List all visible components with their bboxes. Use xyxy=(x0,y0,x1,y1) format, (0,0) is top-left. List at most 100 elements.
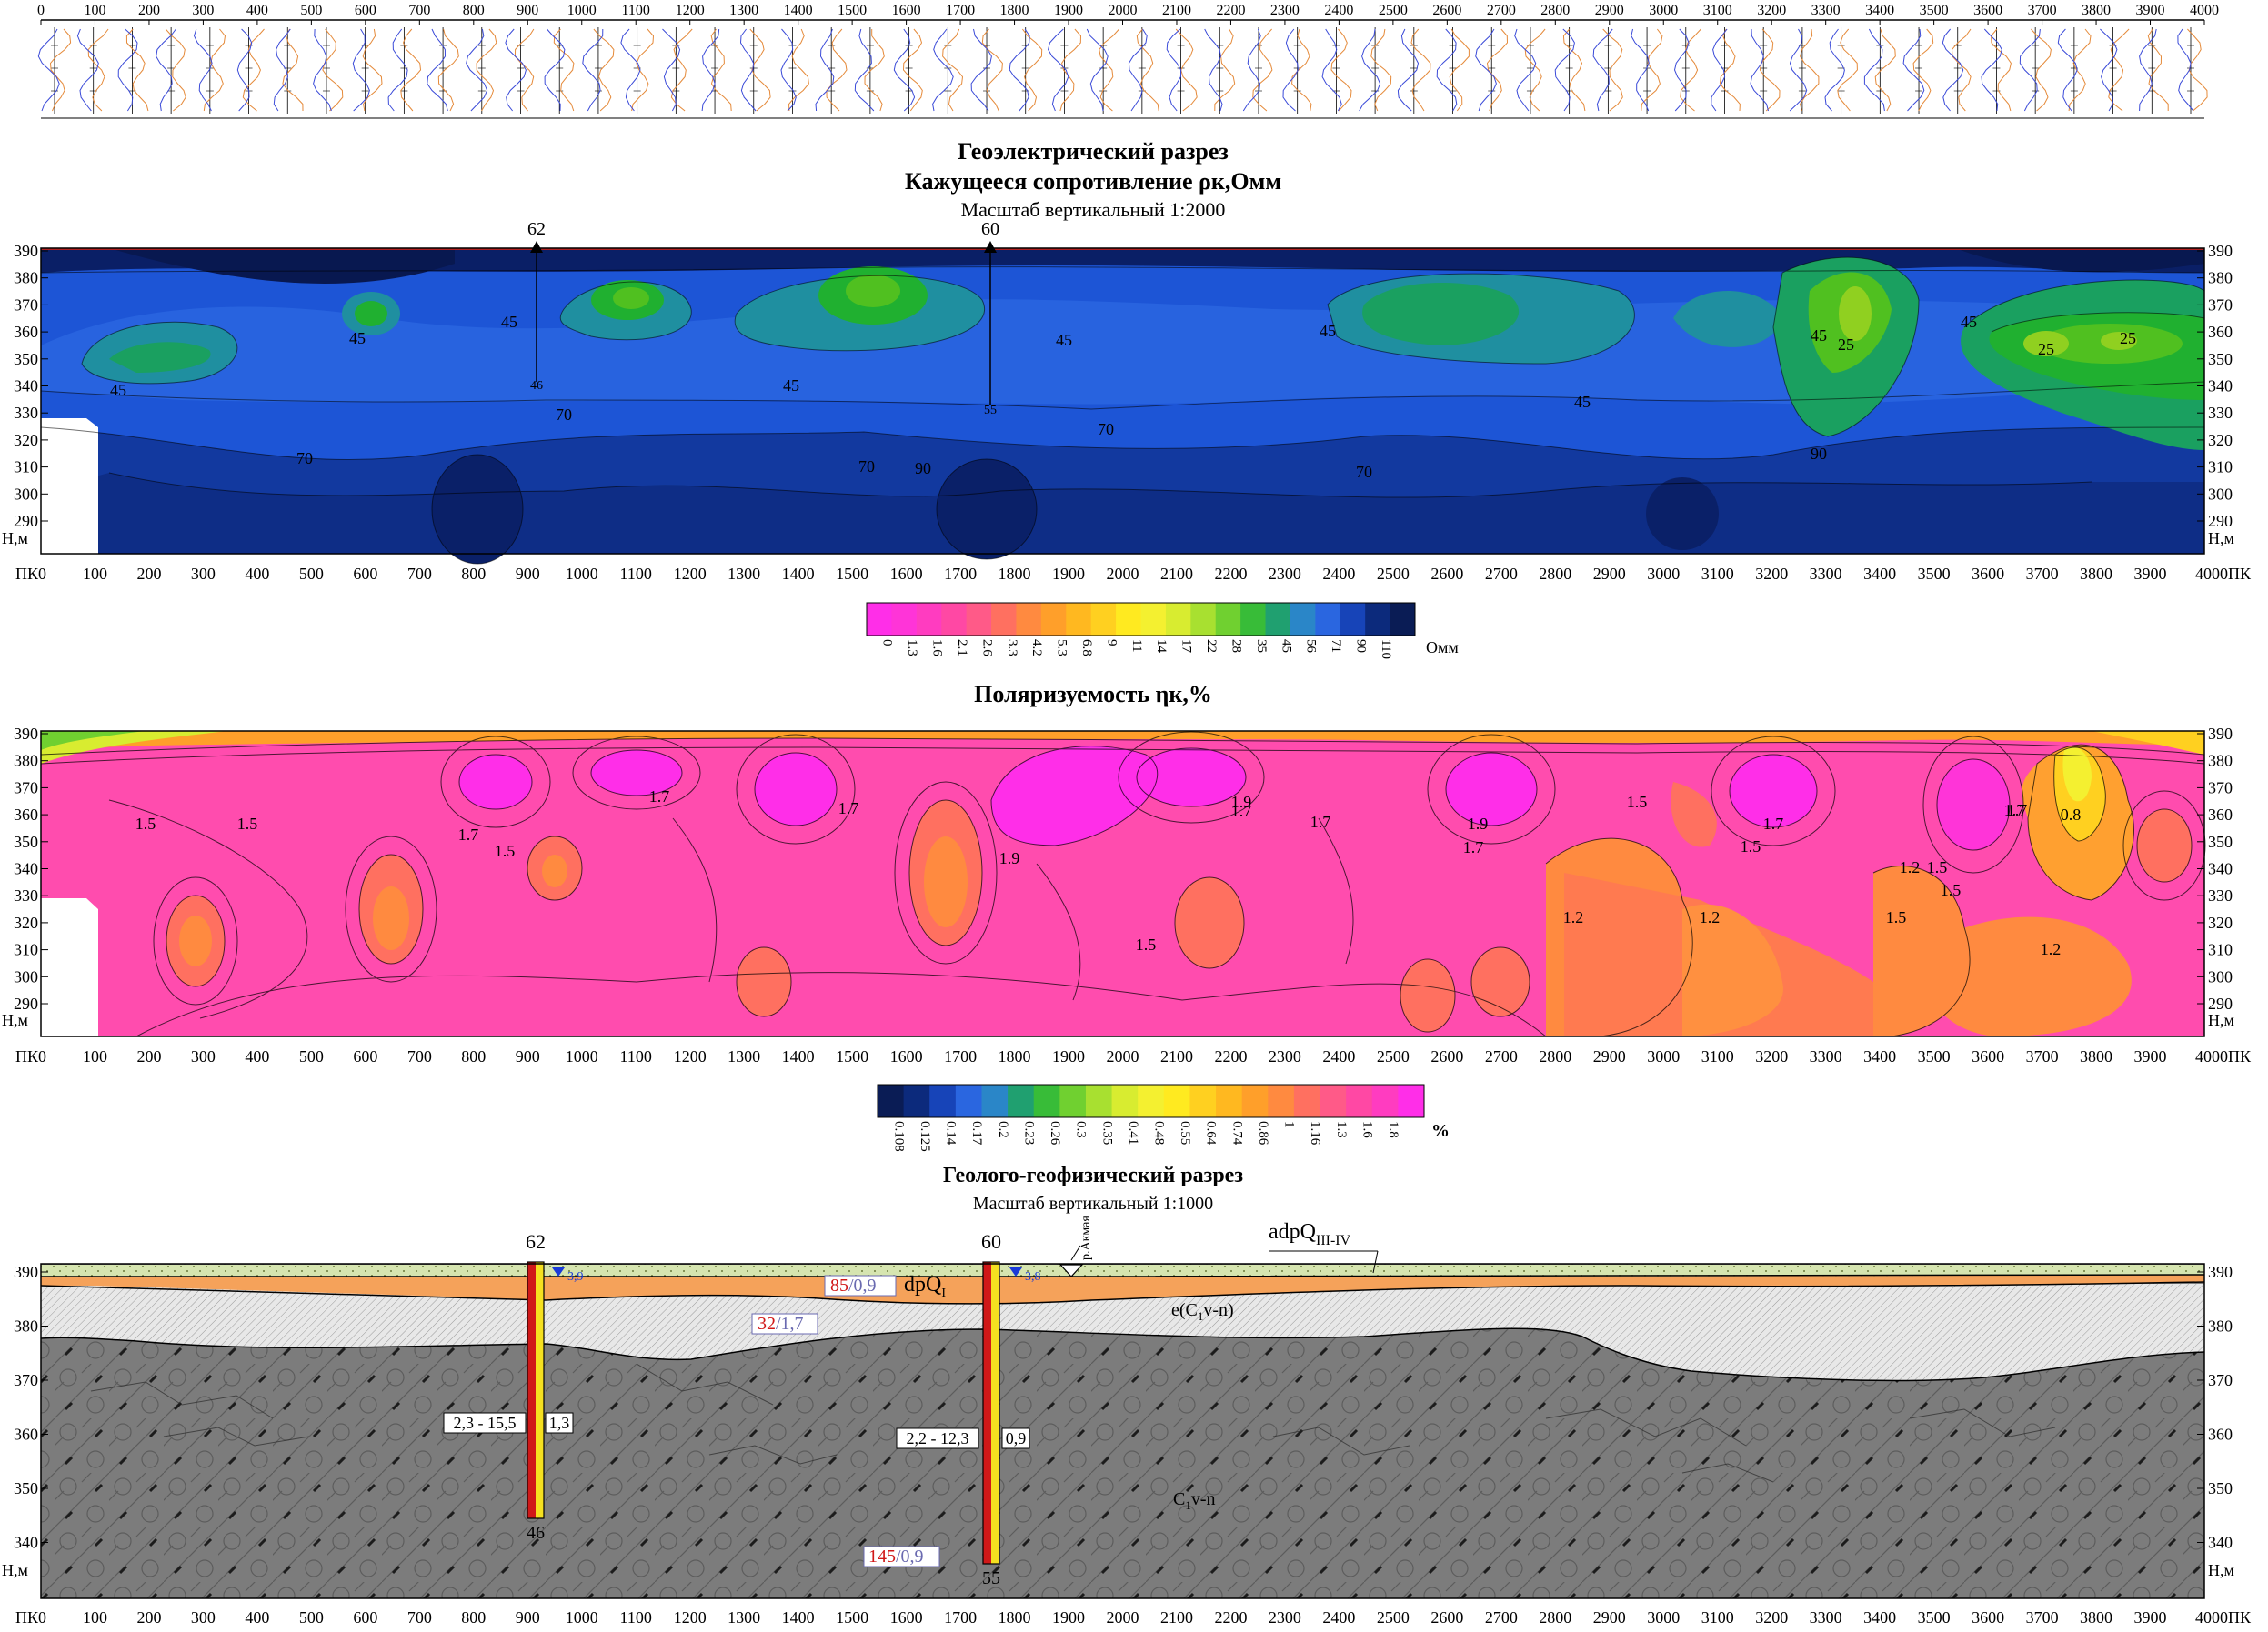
pol-contour-label: 1.5 xyxy=(1941,881,1962,899)
pol-contour-label: 1.2 xyxy=(1900,858,1921,876)
res-legend-value: 2.6 xyxy=(979,639,994,656)
pk-axis-label: 2600 xyxy=(1430,565,1463,583)
pol-contour-label: 1.5 xyxy=(1627,793,1648,811)
pk-axis-label: 2300 xyxy=(1269,1608,1301,1627)
h-axis-label-right: 350 xyxy=(2208,833,2233,851)
pk-axis-label: 3800 xyxy=(2080,1047,2112,1066)
pol-legend-swatch xyxy=(1085,1085,1113,1117)
top-tick-label: 700 xyxy=(408,3,430,18)
pol-legend-value: 0.108 xyxy=(891,1121,906,1152)
top-tick-label: 3900 xyxy=(2136,3,2165,18)
geo-well-60-bottom: 55 xyxy=(982,1568,1000,1588)
res-legend-swatch xyxy=(1290,603,1316,636)
top-tick-label: 1500 xyxy=(838,3,867,18)
pk-axis-label: 4000ПК xyxy=(2195,1608,2252,1627)
pk-axis-label: 1200 xyxy=(674,565,707,583)
pk-axis-label: 3700 xyxy=(2026,1608,2059,1627)
top-tick-label: 1000 xyxy=(567,3,597,18)
h-axis-label-right: 390 xyxy=(2208,1263,2233,1281)
res-legend-value: 28 xyxy=(1229,639,1243,653)
h-axis-label-left: 390 xyxy=(14,242,38,260)
pol-contour-label: 1.5 xyxy=(135,815,156,833)
geology-section: р.Акмая adpQIII-IV 62 46 3,9 60 55 3,8 8… xyxy=(40,1216,2205,1599)
pol-contour-label: 1.2 xyxy=(1563,908,1584,926)
h-axis-label-right: 360 xyxy=(2208,1426,2233,1444)
pk-axis-label: 3900 xyxy=(2134,565,2167,583)
res-legend-value: 35 xyxy=(1254,639,1269,653)
pk-axis-label: 900 xyxy=(516,1047,540,1066)
pk-axis-label: 600 xyxy=(353,565,377,583)
top-tick-label: 300 xyxy=(192,3,214,18)
pk-axis-label: 2600 xyxy=(1430,1608,1463,1627)
top-tick-label: 1700 xyxy=(946,3,975,18)
res-legend-swatch xyxy=(1016,603,1042,636)
pk-axis-label: 3200 xyxy=(1755,1047,1788,1066)
pk-axis-label: 1600 xyxy=(890,1047,923,1066)
pol-legend-swatch xyxy=(955,1085,982,1117)
well-62-value-box: 1,3 xyxy=(545,1412,574,1434)
pol-legend-unit: % xyxy=(1431,1121,1450,1141)
res-legend-swatch xyxy=(867,603,892,636)
top-tick-label: 100 xyxy=(84,3,105,18)
h-axis-label-left: 340 xyxy=(14,377,38,395)
pk-axis-label: 2900 xyxy=(1593,565,1626,583)
svg-text:2,3 - 15,5: 2,3 - 15,5 xyxy=(454,1414,517,1432)
res-legend-swatch xyxy=(1116,603,1141,636)
top-tick-label: 2700 xyxy=(1487,3,1516,18)
pk-axis-label: 800 xyxy=(461,565,486,583)
pol-legend-swatch xyxy=(929,1085,957,1117)
pk-axis-label: 1400 xyxy=(782,1047,815,1066)
top-tick-label: 1800 xyxy=(1000,3,1029,18)
h-axis-label-left: 310 xyxy=(14,458,38,476)
pk-axis-label: 3400 xyxy=(1863,565,1896,583)
top-tick-label: 2600 xyxy=(1432,3,1461,18)
top-tick-label: 3500 xyxy=(1920,3,1949,18)
res-legend-swatch xyxy=(1190,603,1217,636)
pk-axis-label: 3600 xyxy=(1972,1047,2004,1066)
adpq-label: adpQIII-IV xyxy=(1269,1220,1351,1248)
h-axis-label-left: 380 xyxy=(14,1317,38,1336)
pk-axis-label: 1300 xyxy=(728,565,760,583)
pk-axis-label: 1900 xyxy=(1052,565,1085,583)
pol-legend-value: 0.14 xyxy=(944,1121,958,1146)
h-axis-label-right: 310 xyxy=(2208,941,2233,959)
pk-axis-label: 1900 xyxy=(1052,1047,1085,1066)
res-legend-swatch xyxy=(1240,603,1267,636)
h-axis-unit-right: Н,м xyxy=(2208,529,2234,547)
pk-axis-label: 800 xyxy=(461,1047,486,1066)
top-tick-label: 2200 xyxy=(1216,3,1245,18)
h-axis-label-right: 330 xyxy=(2208,404,2233,422)
pol-legend-swatch xyxy=(1398,1085,1425,1117)
pk-axis-label: 1200 xyxy=(674,1047,707,1066)
pk-axis-label: 100 xyxy=(83,565,107,583)
h-axis-label-right: 370 xyxy=(2208,778,2233,796)
well-62-range-box: 2,3 - 15,5 xyxy=(443,1412,527,1434)
res-legend-value: 17 xyxy=(1179,639,1194,654)
pk-axis-label: 3000 xyxy=(1647,565,1680,583)
top-tick-label: 3700 xyxy=(2028,3,2057,18)
res-legend-swatch xyxy=(1315,603,1341,636)
svg-text:2,2 - 12,3: 2,2 - 12,3 xyxy=(907,1429,969,1447)
pk-axis-label: 900 xyxy=(516,565,540,583)
top-tick-label: 900 xyxy=(517,3,538,18)
pk-axis-label: 1100 xyxy=(620,565,652,583)
pk-axis-label: 3000 xyxy=(1647,1608,1680,1627)
res-contour-label: 45 xyxy=(1574,393,1591,411)
ec-label: e(C1v-n) xyxy=(1171,1300,1234,1323)
pol-legend-swatch xyxy=(981,1085,1009,1117)
res-contour-label: 70 xyxy=(296,449,313,467)
h-axis-label-right: 350 xyxy=(2208,350,2233,368)
svg-text:85/0,9: 85/0,9 xyxy=(830,1276,877,1296)
h-axis-label-left: 290 xyxy=(14,512,38,530)
res-contour-label: 90 xyxy=(1811,445,1827,463)
pk-axis-label: 1000 xyxy=(566,1608,598,1627)
top-tick-label: 1600 xyxy=(892,3,921,18)
pol-contour-label: 0.8 xyxy=(2061,806,2082,824)
pk-axis-label: 1500 xyxy=(836,1608,868,1627)
h-axis-label-left: 330 xyxy=(14,404,38,422)
h-axis-label-right: 360 xyxy=(2208,806,2233,824)
pk-axis-label: 1300 xyxy=(728,1608,760,1627)
pk-axis-label: 3600 xyxy=(1972,565,2004,583)
top-tick-label: 3400 xyxy=(1865,3,1894,18)
